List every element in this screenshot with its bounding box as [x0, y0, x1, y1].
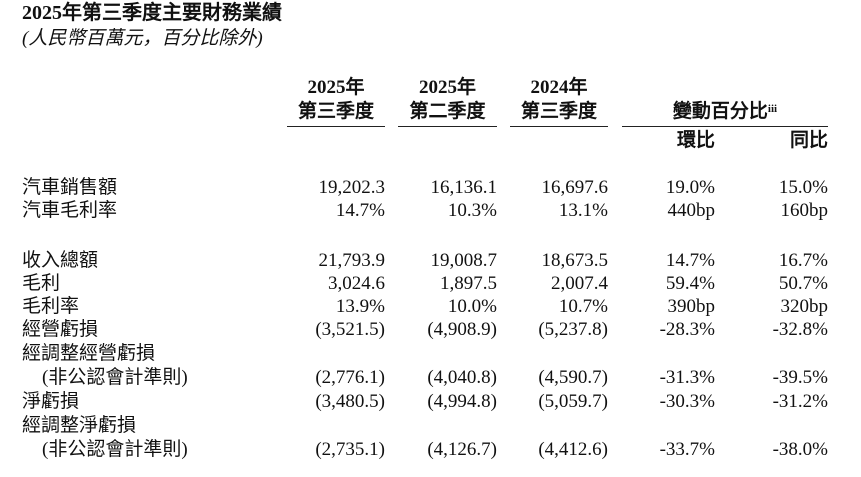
cell: 440bp	[667, 200, 716, 221]
cell: 16,136.1	[430, 177, 498, 198]
row-label: 淨虧損	[22, 391, 80, 412]
title: 2025年第三季度主要財務業績	[22, 2, 282, 24]
row-label: 汽車銷售額	[22, 177, 118, 198]
cell: 2,007.4	[551, 273, 608, 294]
row-label: (非公認會計準則)	[42, 439, 188, 460]
cell: (4,040.8)	[427, 367, 497, 388]
cell: (4,126.7)	[427, 439, 497, 460]
cell: -28.3%	[659, 319, 715, 340]
cell: 15.0%	[778, 177, 828, 198]
cell: 1,897.5	[440, 273, 497, 294]
row-label: 毛利	[22, 273, 61, 294]
column-year: 2024年	[530, 77, 588, 98]
cell: (3,521.5)	[315, 319, 385, 340]
header-rule	[510, 126, 608, 127]
cell: 320bp	[780, 296, 829, 317]
column-year: 2025年	[418, 77, 476, 98]
cell: 18,673.5	[541, 250, 609, 271]
cell: 19,202.3	[318, 177, 386, 198]
cell: 390bp	[667, 296, 716, 317]
header-rule	[398, 126, 497, 127]
cell: -39.5%	[772, 367, 828, 388]
cell: (5,237.8)	[538, 319, 608, 340]
cell: 19.0%	[665, 177, 715, 198]
cell: -31.3%	[659, 367, 715, 388]
header-rule	[622, 126, 828, 127]
cell: 14.7%	[335, 200, 385, 221]
cell: 21,793.9	[318, 250, 386, 271]
column-period: 第二季度	[409, 101, 486, 122]
cell: 13.9%	[335, 296, 385, 317]
cell: (3,480.5)	[315, 391, 385, 412]
cell: -32.8%	[772, 319, 828, 340]
cell: (2,776.1)	[315, 367, 385, 388]
cell: 14.7%	[665, 250, 715, 271]
cell: (4,590.7)	[538, 367, 608, 388]
cell: 16,697.6	[541, 177, 609, 198]
cell: (4,994.8)	[427, 391, 497, 412]
change-header: 變動百分比iii	[622, 101, 828, 123]
cell: 10.0%	[447, 296, 497, 317]
cell: 10.3%	[447, 200, 497, 221]
column-year: 2025年	[307, 77, 365, 98]
row-label: 經營虧損	[22, 319, 99, 340]
cell: -31.2%	[772, 391, 828, 412]
cell: -38.0%	[772, 439, 828, 460]
change-sub: 環比	[676, 130, 715, 151]
cell: (2,735.1)	[315, 439, 385, 460]
cell: 160bp	[780, 200, 829, 221]
column-period: 第三季度	[297, 101, 374, 122]
row-label: 收入總額	[22, 250, 99, 271]
header-rule	[287, 126, 385, 127]
cell: -33.7%	[659, 439, 715, 460]
cell: (4,908.9)	[427, 319, 497, 340]
cell: 50.7%	[778, 273, 828, 294]
change-sub: 同比	[789, 130, 828, 151]
note-mark: iii	[767, 103, 778, 115]
cell: 13.1%	[558, 200, 608, 221]
cell: 59.4%	[665, 273, 715, 294]
row-label: 汽車毛利率	[22, 200, 118, 221]
cell: 10.7%	[558, 296, 608, 317]
cell: 16.7%	[778, 250, 828, 271]
cell: -30.3%	[659, 391, 715, 412]
row-label: (非公認會計準則)	[42, 367, 188, 388]
cell: (4,412.6)	[538, 439, 608, 460]
subtitle: (人民幣百萬元，百分比除外)	[22, 28, 263, 49]
row-label: 毛利率	[22, 296, 80, 317]
cell: 19,008.7	[430, 250, 498, 271]
row-label: 經調整淨虧損	[22, 415, 137, 436]
column-period: 第三季度	[520, 101, 597, 122]
cell: (5,059.7)	[538, 391, 608, 412]
change-label: 變動百分比	[672, 101, 768, 122]
cell: 3,024.6	[328, 273, 385, 294]
row-label: 經調整經營虧損	[22, 343, 156, 364]
